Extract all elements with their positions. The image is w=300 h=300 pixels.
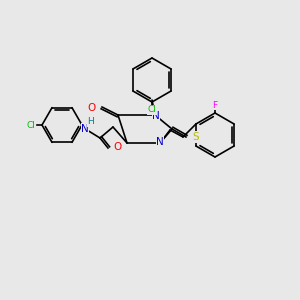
Text: O: O bbox=[88, 103, 96, 113]
Text: O: O bbox=[113, 142, 121, 152]
Text: Cl: Cl bbox=[26, 121, 35, 130]
Text: N: N bbox=[81, 124, 89, 134]
Text: N: N bbox=[152, 111, 160, 121]
Text: S: S bbox=[192, 132, 199, 142]
Text: H: H bbox=[88, 118, 94, 127]
Text: F: F bbox=[212, 100, 217, 109]
Text: N: N bbox=[156, 137, 164, 147]
Text: Cl: Cl bbox=[148, 106, 156, 115]
